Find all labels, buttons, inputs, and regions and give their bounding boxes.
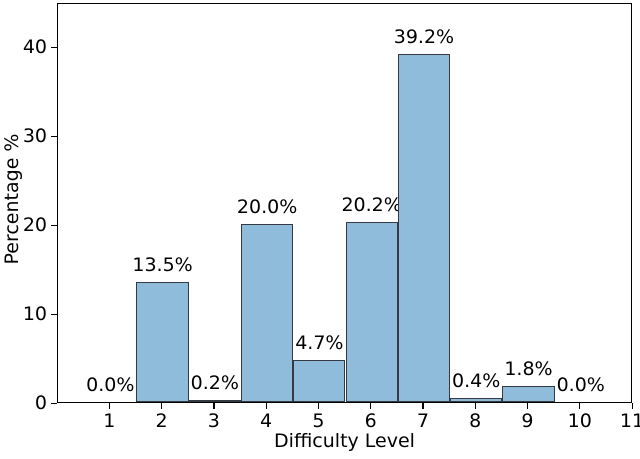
x-tick-11 xyxy=(631,403,633,409)
y-tick-label-40: 40 xyxy=(22,36,47,59)
y-tick-10 xyxy=(51,313,57,315)
y-tick-label-0: 0 xyxy=(34,392,47,414)
y-tick-20 xyxy=(51,224,57,226)
x-tick-label-11: 11 xyxy=(619,410,640,432)
bar-value-label-6: 20.2% xyxy=(341,194,402,217)
x-tick-label-8: 8 xyxy=(469,410,482,432)
bar-value-label-7: 39.2% xyxy=(393,25,455,48)
bar-level-8 xyxy=(450,398,503,402)
x-tick-4 xyxy=(265,403,267,409)
bar-value-label-5: 4.7% xyxy=(295,332,344,355)
x-tick-label-6: 6 xyxy=(364,410,377,432)
x-tick-3 xyxy=(213,403,215,409)
x-tick-label-5: 5 xyxy=(312,410,325,432)
x-tick-1 xyxy=(108,403,110,409)
plot-inner: 0.0% 13.5% 0.2% 20.0% 4.7% 20.2% 39.2% 0.4% 1.8%… xyxy=(58,4,631,402)
bar-level-2 xyxy=(136,282,189,402)
bar-level-9 xyxy=(502,386,555,402)
bar-level-4 xyxy=(240,224,294,402)
x-tick-9 xyxy=(526,403,529,409)
x-tick-2 xyxy=(161,403,163,409)
x-tick-8 xyxy=(474,403,476,409)
plot-area: 0.0% 13.5% 0.2% 20.0% 4.7% 20.2% 39.2% 0.4% 1.8%… xyxy=(57,3,632,403)
x-tick-label-2: 2 xyxy=(155,410,168,432)
x-tick-label-7: 7 xyxy=(416,410,429,432)
bar-value-label-3: 0.2% xyxy=(190,372,239,395)
bar-value-label-1: 0.0% xyxy=(86,374,135,396)
y-tick-40 xyxy=(51,46,57,49)
y-tick-0 xyxy=(51,402,57,404)
x-tick-10 xyxy=(579,403,581,409)
bar-value-label-4: 20.0% xyxy=(236,196,298,219)
y-tick-30 xyxy=(51,135,57,138)
x-tick-5 xyxy=(317,403,320,409)
x-tick-label-10: 10 xyxy=(567,410,592,432)
x-tick-label-3: 3 xyxy=(207,410,220,432)
x-tick-7 xyxy=(422,403,424,409)
bar-level-7 xyxy=(397,53,451,402)
x-tick-label-4: 4 xyxy=(260,410,273,432)
y-axis-title: Percentage % xyxy=(1,133,23,265)
x-axis-title: Difficulty Level xyxy=(274,430,415,452)
x-tick-label-9: 9 xyxy=(521,410,534,432)
bar-level-5 xyxy=(293,360,346,402)
bar-level-3 xyxy=(188,400,241,402)
bar-value-label-10: 0.0% xyxy=(556,374,605,396)
y-tick-label-20: 20 xyxy=(22,214,47,237)
bar-value-label-8: 0.4% xyxy=(452,370,501,393)
bar-level-6 xyxy=(345,222,398,402)
bar-value-label-2: 13.5% xyxy=(132,254,193,276)
y-tick-label-30: 30 xyxy=(22,125,47,148)
x-tick-6 xyxy=(370,403,372,409)
y-tick-label-10: 10 xyxy=(22,303,47,326)
x-tick-label-1: 1 xyxy=(103,410,116,432)
bar-value-label-9: 1.8% xyxy=(504,358,553,380)
